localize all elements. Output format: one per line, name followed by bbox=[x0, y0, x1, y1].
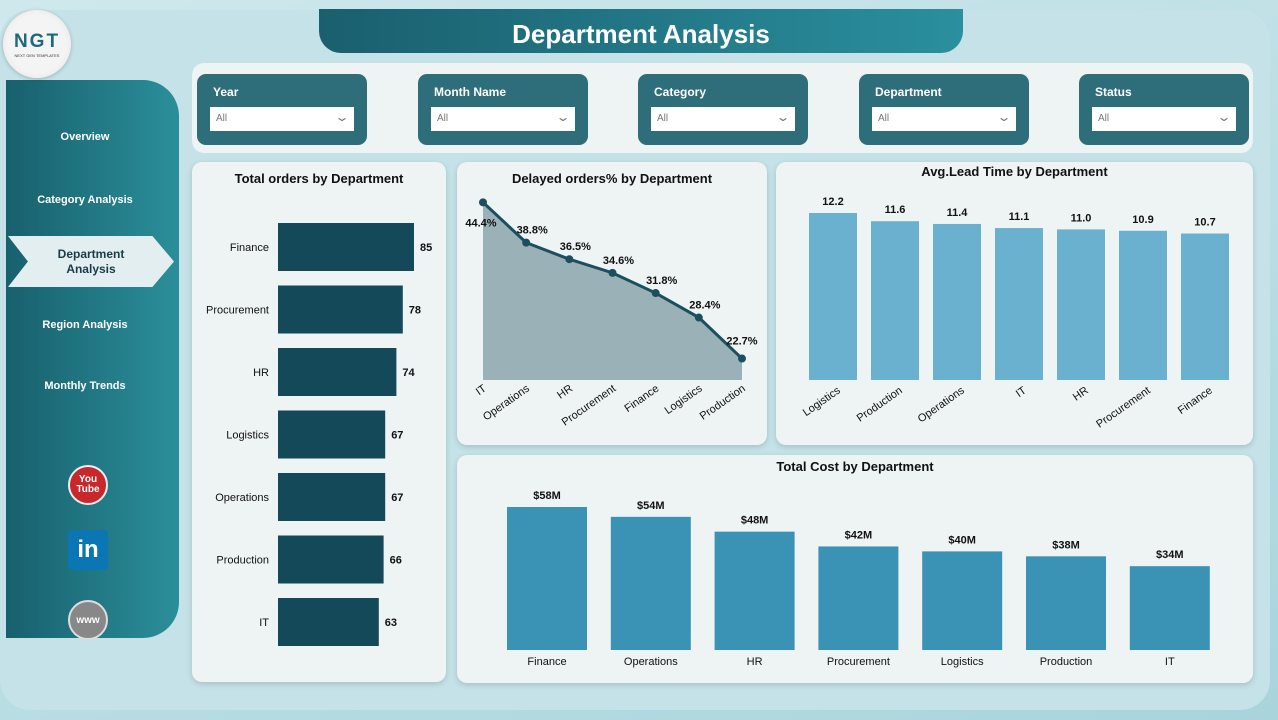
chevron-down-icon: ⌄ bbox=[555, 110, 571, 124]
filter-year: Year All ⌄ bbox=[197, 74, 367, 145]
filter-label: Year bbox=[213, 85, 239, 99]
filter-value: All bbox=[878, 113, 890, 124]
sidebar-item-monthly-trends[interactable]: Monthly Trends bbox=[44, 380, 126, 392]
total-orders-card: Total orders by Department bbox=[192, 162, 446, 682]
delayed-orders-card: Delayed orders% by Department bbox=[457, 162, 767, 445]
chevron-down-icon: ⌄ bbox=[775, 110, 791, 124]
chart-title: Delayed orders% by Department bbox=[511, 171, 713, 186]
filter-category: Category All ⌄ bbox=[638, 74, 808, 145]
filter-label: Status bbox=[1095, 85, 1132, 99]
logo-text: NGT bbox=[13, 30, 61, 52]
youtube-label: You Tube bbox=[76, 474, 100, 495]
filter-label: Month Name bbox=[434, 85, 506, 99]
linkedin-label: in bbox=[77, 536, 99, 563]
chart-title: Avg.Lead Time by Department bbox=[921, 164, 1108, 179]
youtube-icon[interactable]: You Tube bbox=[68, 465, 108, 505]
filter-dropdown[interactable]: All ⌄ bbox=[210, 107, 354, 131]
logo: NGT NEXT GEN TEMPLATES bbox=[3, 10, 71, 78]
sidebar-item-overview[interactable]: Overview bbox=[60, 131, 110, 143]
filter-value: All bbox=[657, 113, 669, 124]
chevron-down-icon: ⌄ bbox=[996, 110, 1012, 124]
filter-month-name: Month Name All ⌄ bbox=[418, 74, 588, 145]
logo-subtext: NEXT GEN TEMPLATES bbox=[14, 52, 60, 58]
total-cost-card: Total Cost by Department bbox=[457, 455, 1253, 683]
filter-dropdown[interactable]: All ⌄ bbox=[1092, 107, 1236, 131]
filter-dropdown[interactable]: All ⌄ bbox=[651, 107, 795, 131]
filter-status: Status All ⌄ bbox=[1079, 74, 1249, 145]
chevron-down-icon: ⌄ bbox=[334, 110, 350, 124]
filter-label: Department bbox=[875, 85, 942, 99]
globe-label: www bbox=[76, 614, 100, 626]
chart-title: Total Cost by Department bbox=[776, 459, 934, 474]
filter-dropdown[interactable]: All ⌄ bbox=[431, 107, 575, 131]
page-title: Department Analysis bbox=[319, 9, 963, 53]
sidebar-item-category-analysis[interactable]: Category Analysis bbox=[37, 194, 133, 206]
globe-icon[interactable]: www bbox=[68, 600, 108, 640]
filter-value: All bbox=[437, 113, 449, 124]
filter-dropdown[interactable]: All ⌄ bbox=[872, 107, 1016, 131]
filter-department: Department All ⌄ bbox=[859, 74, 1029, 145]
filter-label: Category bbox=[654, 85, 707, 99]
avg-lead-time-card: Avg.Lead Time by Department bbox=[776, 162, 1253, 445]
chevron-down-icon: ⌄ bbox=[1216, 110, 1232, 124]
filter-value: All bbox=[1098, 113, 1110, 124]
filter-value: All bbox=[216, 113, 228, 124]
linkedin-icon[interactable]: in bbox=[68, 530, 108, 570]
chart-title: Total orders by Department bbox=[234, 171, 404, 186]
sidebar-item-label: Department Analysis bbox=[57, 246, 125, 276]
sidebar-item-department-analysis[interactable]: Department Analysis bbox=[8, 236, 174, 287]
sidebar-item-region-analysis[interactable]: Region Analysis bbox=[42, 319, 128, 331]
